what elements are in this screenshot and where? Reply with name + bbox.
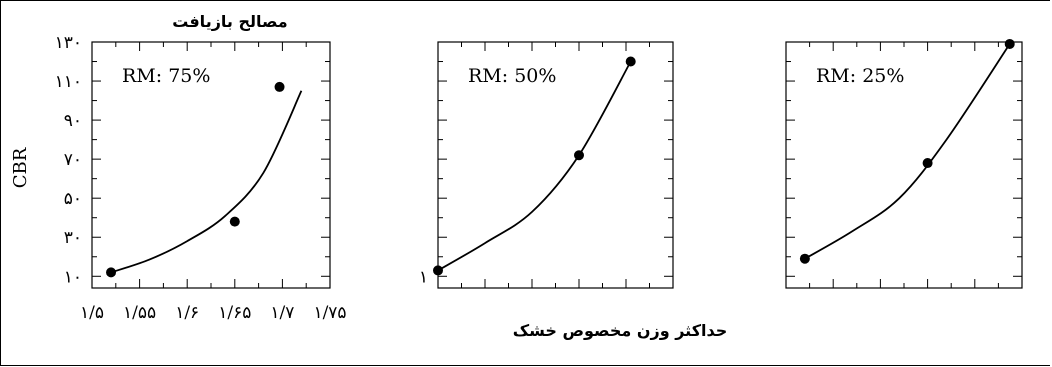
data-point bbox=[106, 267, 117, 278]
chart-panel-1: ۱۰ ۳۰ ۵۰ ۷۰ ۹۰ ۱۱۰ ۱۳۰ ۱/۵ ۱/۵۵ ۱/۶ ۱/۶۵ ۱/۷ ۱/۷۵ RM:… bbox=[55, 33, 347, 323]
y-tick-label: ۹۰ bbox=[64, 111, 82, 131]
data-point bbox=[799, 253, 810, 264]
x-tick-label: ۱/۷۵ bbox=[313, 303, 346, 323]
x-tick-label: ۱/۶۵ bbox=[218, 303, 251, 323]
panel-title: RM: 25% bbox=[816, 65, 904, 87]
data-point bbox=[1004, 38, 1015, 49]
y-tick-label: ۳۰ bbox=[64, 228, 82, 248]
fit-curve bbox=[437, 61, 632, 272]
y-tick-label: ۱ bbox=[419, 267, 428, 287]
chart-panel-2: ۱ RM: 50% bbox=[419, 41, 674, 289]
data-point bbox=[922, 158, 933, 169]
x-tick-label: ۱/۵ bbox=[80, 303, 104, 323]
panel-title: RM: 75% bbox=[122, 65, 210, 87]
y-tick-label: ۱۱۰ bbox=[55, 72, 82, 92]
data-point bbox=[229, 216, 240, 227]
data-point bbox=[274, 81, 285, 92]
y-tick-label: ۱۰ bbox=[64, 267, 82, 287]
x-axis-label: حداکثر وزن مخصوص خشک bbox=[513, 321, 728, 340]
fit-curve bbox=[110, 90, 303, 274]
x-tick-label: ۱/۷ bbox=[270, 303, 294, 323]
data-point bbox=[625, 56, 636, 67]
data-point bbox=[574, 150, 584, 161]
data-point bbox=[433, 265, 443, 276]
fit-curve bbox=[804, 43, 1011, 260]
panel-title: RM: 50% bbox=[468, 65, 556, 87]
x-tick-label: ۱/۶ bbox=[175, 303, 199, 323]
chart-panel-3: RM: 25% bbox=[785, 38, 1023, 289]
y-axis-label: CBR bbox=[10, 147, 31, 188]
figure-header: مصالح بازیافت bbox=[172, 12, 287, 31]
y-tick-label: ۵۰ bbox=[64, 189, 82, 209]
x-tick-label: ۱/۵۵ bbox=[123, 303, 156, 323]
y-tick-label: ۷۰ bbox=[64, 150, 82, 170]
y-tick-label: ۱۳۰ bbox=[55, 33, 82, 53]
